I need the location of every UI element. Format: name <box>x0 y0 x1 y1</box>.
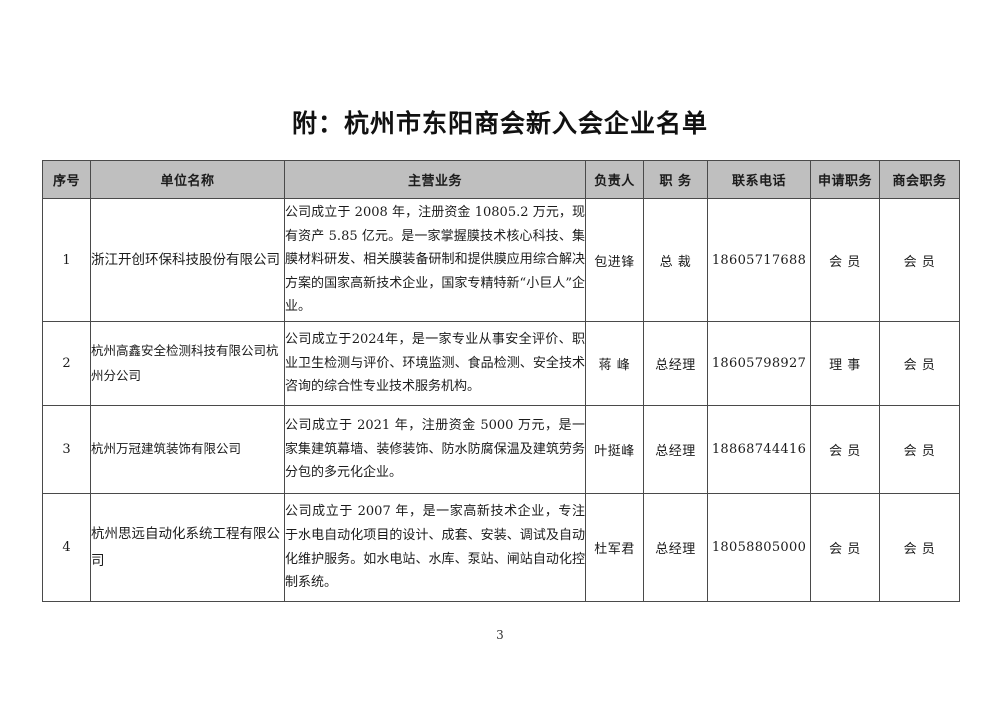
cell-association-role: 会 员 <box>879 198 960 322</box>
table-row: 2 杭州高鑫安全检测科技有限公司杭州分公司 公司成立于2024年，是一家专业从事… <box>42 321 960 406</box>
cell-index: 1 <box>42 198 91 322</box>
cell-position: 总 裁 <box>643 198 708 322</box>
column-header-association-role: 商会职务 <box>879 160 960 199</box>
column-header-index: 序号 <box>42 160 91 199</box>
column-header-representative: 负责人 <box>585 160 644 199</box>
cell-representative: 杜军君 <box>585 493 644 602</box>
cell-phone: 18058805000 <box>707 493 811 602</box>
cell-position: 总经理 <box>643 321 708 406</box>
cell-position: 总经理 <box>643 493 708 602</box>
column-header-company: 单位名称 <box>90 160 285 199</box>
cell-company: 杭州思远自动化系统工程有限公司 <box>90 493 285 602</box>
cell-position: 总经理 <box>643 405 708 494</box>
page-number: 3 <box>496 628 504 642</box>
cell-index: 4 <box>42 493 91 602</box>
table-row: 1 浙江开创环保科技股份有限公司 公司成立于 2008 年，注册资金 10805… <box>42 198 960 322</box>
column-header-applied-role: 申请职务 <box>810 160 880 199</box>
column-header-position: 职 务 <box>643 160 708 199</box>
cell-company: 杭州万冠建筑装饰有限公司 <box>90 405 285 494</box>
cell-applied-role: 会 员 <box>810 198 880 322</box>
cell-phone: 18868744416 <box>707 405 811 494</box>
table-row: 4 杭州思远自动化系统工程有限公司 公司成立于 2007 年，是一家高新技术企业… <box>42 493 960 602</box>
cell-applied-role: 会 员 <box>810 493 880 602</box>
column-header-business: 主营业务 <box>284 160 586 199</box>
cell-association-role: 会 员 <box>879 405 960 494</box>
cell-business: 公司成立于2024年，是一家专业从事安全评价、职业卫生检测与评价、环境监测、食品… <box>284 321 586 406</box>
table-row: 3 杭州万冠建筑装饰有限公司 公司成立于 2021 年，注册资金 5000 万元… <box>42 405 960 494</box>
cell-association-role: 会 员 <box>879 493 960 602</box>
cell-applied-role: 会 员 <box>810 405 880 494</box>
cell-phone: 18605717688 <box>707 198 811 322</box>
cell-business: 公司成立于 2008 年，注册资金 10805.2 万元，现有资产 5.85 亿… <box>284 198 586 322</box>
new-member-companies-table: 序号 单位名称 主营业务 负责人 职 务 联系电话 申请职务 商会职务 1 浙江… <box>42 160 960 602</box>
cell-association-role: 会 员 <box>879 321 960 406</box>
cell-applied-role: 理 事 <box>810 321 880 406</box>
page-title: 附：杭州市东阳商会新入会企业名单 <box>291 109 708 138</box>
cell-index: 2 <box>42 321 91 406</box>
cell-index: 3 <box>42 405 91 494</box>
roster-table-container: 序号 单位名称 主营业务 负责人 职 务 联系电话 申请职务 商会职务 1 浙江… <box>42 160 960 602</box>
table-header-row: 序号 单位名称 主营业务 负责人 职 务 联系电话 申请职务 商会职务 <box>42 160 960 199</box>
cell-representative: 叶挺峰 <box>585 405 644 494</box>
cell-business: 公司成立于 2021 年，注册资金 5000 万元，是一家集建筑幕墙、装修装饰、… <box>284 405 586 494</box>
cell-representative: 蒋 峰 <box>585 321 644 406</box>
cell-company: 杭州高鑫安全检测科技有限公司杭州分公司 <box>90 321 285 406</box>
cell-phone: 18605798927 <box>707 321 811 406</box>
cell-representative: 包进锋 <box>585 198 644 322</box>
cell-company: 浙江开创环保科技股份有限公司 <box>90 198 285 322</box>
column-header-phone: 联系电话 <box>707 160 811 199</box>
cell-business: 公司成立于 2007 年，是一家高新技术企业，专注于水电自动化项目的设计、成套、… <box>284 493 586 602</box>
